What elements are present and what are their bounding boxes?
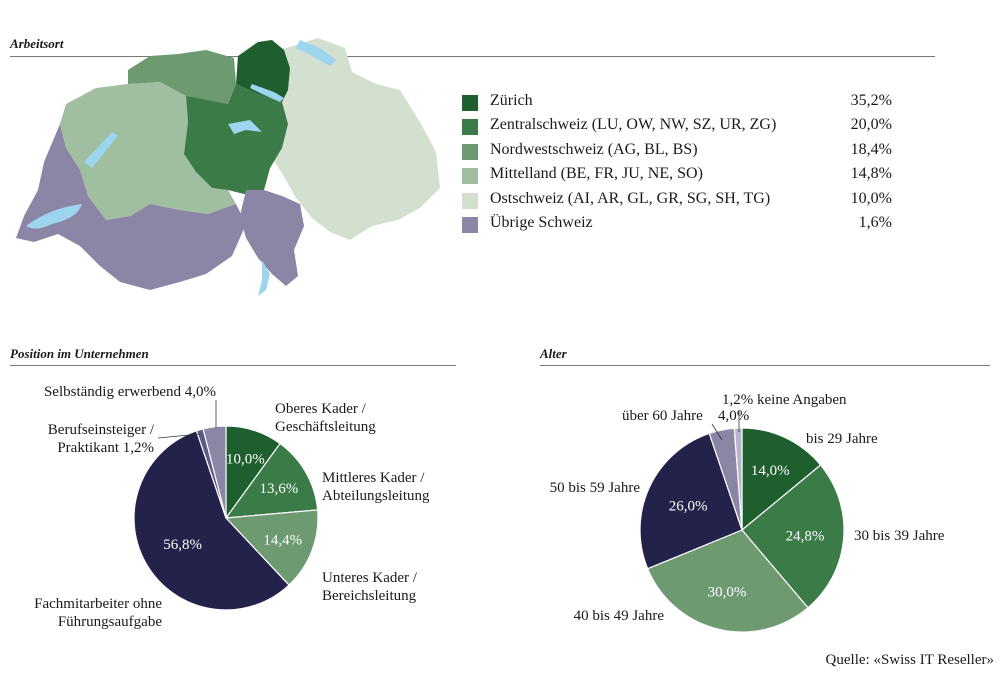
legend-swatch [462, 119, 478, 135]
legend-row-nordwestschweiz: Nordwestschweiz (AG, BL, BS) 18,4% [462, 141, 892, 163]
pie-slice-mittleres-kader-abteilungsleitung [224, 442, 319, 519]
source-note: Quelle: «Swiss IT Reseller» [825, 652, 994, 668]
pie-category-label: 4,0% [718, 408, 749, 424]
pie-value-label: 26,0% [669, 498, 708, 514]
legend-value: 20,0% [850, 116, 892, 133]
pie-slice-40-bis-49-jahre [646, 529, 809, 633]
map-region-mittelland [60, 82, 236, 220]
map-region-zuerich [236, 40, 290, 102]
pie-value-label: 10,0% [226, 452, 265, 468]
pie-value-label: 14,0% [751, 463, 790, 479]
divider-position [10, 365, 456, 366]
map-lake-geneva [26, 204, 82, 229]
legend-row-mittelland: Mittelland (BE, FR, JU, NE, SO) 14,8% [462, 165, 892, 187]
pie-category-label: über 60 Jahre [622, 408, 703, 424]
pie-category-label: 40 bis 49 Jahre [574, 608, 665, 624]
legend-row-ostschweiz: Ostschweiz (AI, AR, GL, GR, SG, SH, TG) … [462, 190, 892, 212]
legend-row-zuerich: Zürich 35,2% [462, 92, 892, 114]
section-title-arbeitsort: Arbeitsort [10, 36, 64, 51]
pie-value-label: 13,6% [259, 481, 298, 497]
divider-arbeitsort [10, 56, 935, 57]
legend-label: Übrige Schweiz [490, 214, 593, 231]
pie-category-label: Fachmitarbeiter ohne Führungsaufgabe [34, 596, 162, 630]
legend-swatch [462, 144, 478, 160]
legend-swatch [462, 217, 478, 233]
pie-category-label: 30 bis 39 Jahre [854, 528, 945, 544]
legend-value: 10,0% [850, 190, 892, 207]
pie-category-label: 1,2% keine Angaben [722, 392, 847, 408]
pie-slice-bis-29-jahre [741, 427, 822, 532]
legend-label: Ostschweiz (AI, AR, GL, GR, SG, SH, TG) [490, 190, 771, 207]
legend-label: Mittelland (BE, FR, JU, NE, SO) [490, 165, 703, 182]
map-lake-maggiore [258, 260, 270, 296]
legend-swatch [462, 168, 478, 184]
legend-row-uebrige-schweiz: Übrige Schweiz 1,6% [462, 214, 892, 236]
pie-slice-50-bis-59-jahre [639, 432, 743, 570]
section-title-alter: Alter [540, 346, 567, 361]
pie-slice-keine-angaben [733, 427, 743, 531]
legend-row-zentralschweiz: Zentralschweiz (LU, OW, NW, SZ, UR, ZG) … [462, 116, 892, 138]
legend-value: 18,4% [850, 141, 892, 158]
map-lake-lucerne [228, 120, 262, 134]
divider-alter [540, 365, 990, 366]
map-region-zentralschweiz [184, 84, 288, 194]
map-region-uebrige-tessin [240, 190, 304, 286]
pie-category-label: bis 29 Jahre [806, 431, 878, 447]
pie-value-label: 56,8% [163, 537, 202, 553]
pie-category-label: Berufseinsteiger / Praktikant 1,2% [48, 422, 155, 456]
pie-value-label: 24,8% [786, 529, 825, 545]
pie-slice-unteres-kader-bereichsleitung [224, 509, 319, 586]
map-lake-constance [296, 40, 336, 66]
switzerland-map [16, 38, 440, 296]
legend-value: 1,6% [858, 214, 892, 231]
map-region-ostschweiz [270, 38, 440, 240]
legend-label: Nordwestschweiz (AG, BL, BS) [490, 141, 698, 158]
pie-category-label: 50 bis 59 Jahre [550, 480, 641, 496]
section-title-position: Position im Unternehmen [10, 346, 149, 361]
legend-label: Zentralschweiz (LU, OW, NW, SZ, UR, ZG) [490, 116, 777, 133]
legend-label: Zürich [490, 92, 533, 109]
pie-leader-line [711, 423, 723, 441]
legend-value: 14,8% [850, 165, 892, 182]
legend-value: 35,2% [850, 92, 892, 109]
pie-category-label: Selbständig erwerbend 4,0% [44, 384, 216, 400]
map-region-nordwestschweiz [128, 50, 236, 104]
legend-swatch [462, 95, 478, 111]
map-lake-zurich [250, 84, 284, 102]
pie-value-label: 30,0% [708, 584, 747, 600]
map-lake-neuchatel [84, 132, 118, 168]
pie-category-label: Unteres Kader / Bereichsleitung [322, 570, 418, 604]
pie-slice-selbstaendig-erwerbend [202, 425, 227, 519]
pie-category-label: Mittleres Kader / Abteilungsleitung [322, 470, 430, 504]
map-region-uebrige-west [16, 124, 246, 290]
legend-swatch [462, 193, 478, 209]
pie-slice-30-bis-39-jahre [741, 464, 845, 609]
pie-value-label: 14,4% [263, 533, 302, 549]
pie-slice-fachmitarbeiter-ohne-fuehrungsaufgabe [133, 430, 290, 611]
pie-leader-line [157, 433, 201, 439]
pie-category-label: Oberes Kader / Geschäftsleitung [275, 401, 376, 435]
